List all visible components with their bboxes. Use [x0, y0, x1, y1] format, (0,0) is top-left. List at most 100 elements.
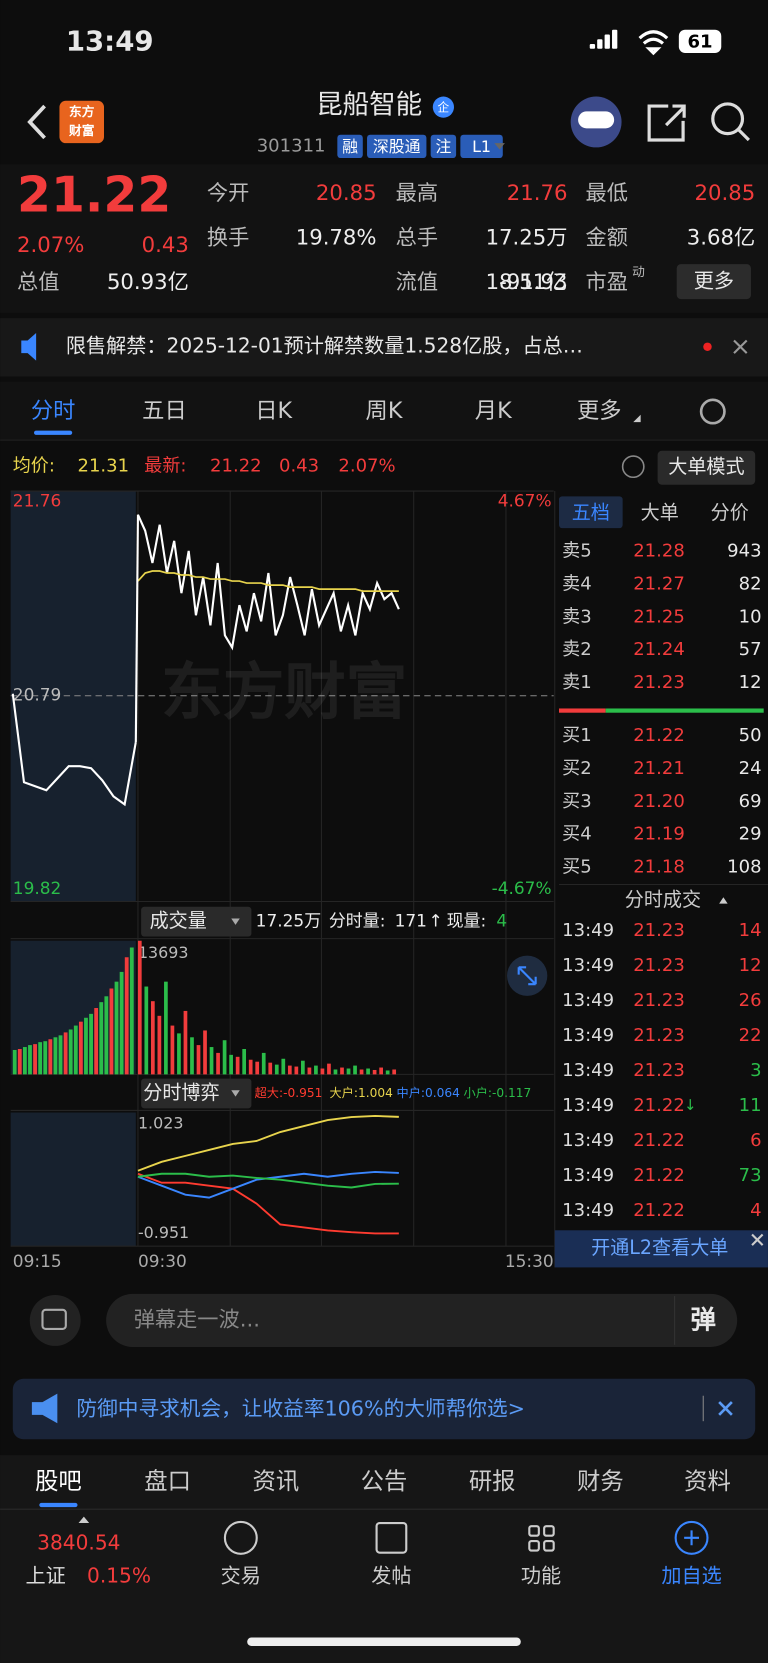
danmaku-placeholder[interactable]: 弹幕走一波... — [134, 1307, 260, 1332]
content-tab[interactable]: 盘口 — [144, 1467, 191, 1495]
book-price: 21.22 — [633, 725, 685, 746]
book-volume: 29 — [739, 824, 762, 845]
signal-bar — [589, 44, 596, 49]
content-tab[interactable]: 研报 — [469, 1467, 516, 1495]
volume-bar — [150, 1001, 155, 1075]
index-arrow — [78, 1516, 90, 1524]
legend-entry: 中户:0.064 — [397, 1085, 461, 1100]
stat-label: 今开 — [207, 181, 249, 206]
indicator-name[interactable]: 成交量 — [150, 909, 207, 932]
search-button[interactable] — [711, 102, 745, 136]
trade-volume: 73 — [739, 1165, 762, 1186]
search-handle — [737, 128, 750, 142]
content-tab[interactable]: 资讯 — [252, 1467, 299, 1495]
settings-button[interactable] — [699, 398, 726, 425]
notice-dot — [703, 342, 712, 352]
book-volume: 943 — [727, 541, 761, 562]
danmaku-settings[interactable] — [29, 1294, 81, 1346]
volume-bar — [89, 1013, 93, 1075]
nav-item[interactable]: 加自选 — [661, 1564, 721, 1588]
book-tab[interactable]: 分价 — [711, 501, 749, 524]
volume-info: 17.25万 — [256, 911, 322, 931]
change-pct: 2.07% — [17, 233, 84, 258]
volume-bar — [38, 1042, 43, 1075]
home-indicator — [247, 1637, 521, 1647]
stat-value: 21.76 — [507, 181, 568, 206]
volume-bar — [222, 1040, 227, 1075]
y-axis-label: -0.951 — [138, 1223, 189, 1242]
avatar-visor — [578, 111, 615, 129]
stat-value: 20.85 — [316, 181, 377, 206]
content-tab[interactable]: 公告 — [361, 1467, 408, 1495]
volume-bar — [274, 1064, 279, 1075]
volume-bar — [320, 1068, 325, 1075]
volume-bar — [190, 1037, 194, 1075]
mode-button-text[interactable]: 大单模式 — [668, 455, 744, 478]
close-l2 — [751, 1233, 764, 1246]
book-tab[interactable]: 五档 — [572, 501, 610, 524]
book-label: 卖5 — [562, 541, 591, 562]
content-tab[interactable]: 股吧 — [35, 1467, 82, 1495]
volume-bar — [33, 1044, 37, 1075]
dropdown-arrow — [231, 1090, 240, 1097]
volume-bar — [99, 1002, 104, 1075]
volume-bar — [235, 1056, 240, 1075]
last-price: 21.22 — [17, 166, 171, 223]
indicator-name[interactable]: 分时博弈 — [143, 1081, 219, 1104]
trade-volume: 22 — [739, 1025, 762, 1046]
volume-bar — [301, 1060, 305, 1075]
more-button-text[interactable]: 更多 — [694, 269, 734, 293]
stock-name: 昆船智能 — [316, 90, 422, 121]
volume-bar — [68, 1029, 73, 1075]
book-price: 21.27 — [633, 573, 685, 594]
trade-time: 13:49 — [562, 1165, 614, 1186]
volume-info: 171 — [395, 911, 427, 931]
stat-label: 金额 — [586, 226, 628, 251]
content-tab[interactable]: 资料 — [684, 1467, 731, 1495]
stat-label: 市盈 — [586, 270, 628, 295]
tag — [367, 134, 427, 159]
x-axis-label: 09:30 — [138, 1251, 187, 1271]
danmaku-input — [106, 1293, 738, 1347]
book-tab[interactable]: 大单 — [641, 501, 679, 524]
help-icon — [621, 455, 645, 479]
feature-icon — [528, 1539, 540, 1552]
trade-time: 13:49 — [562, 1060, 614, 1081]
content-tab[interactable]: 财务 — [577, 1467, 624, 1495]
l2-banner-text[interactable]: 开通L2查看大单 — [591, 1236, 728, 1259]
chart-tab[interactable]: 周K — [366, 398, 404, 424]
chart-tab[interactable]: 五日 — [142, 398, 187, 424]
volume-bar — [261, 1052, 266, 1075]
clock: 13:49 — [66, 24, 154, 57]
book-label: 买5 — [562, 857, 591, 878]
back-button[interactable] — [27, 104, 46, 140]
logo-text: 东方 — [69, 104, 95, 119]
nav-item[interactable]: 交易 — [221, 1564, 261, 1588]
ad-banner — [12, 1378, 756, 1440]
volume-bar — [84, 1017, 88, 1075]
trade-arrow: ↓ — [684, 1097, 696, 1114]
feature-icon — [528, 1525, 540, 1537]
ad-text[interactable]: 防御中寻求机会，让收益率106%的大师帮你选> — [76, 1397, 525, 1421]
add-watch-icon — [674, 1520, 709, 1555]
volume-bar — [124, 957, 129, 1075]
chart-tab[interactable]: 月K — [475, 398, 513, 424]
flow-line — [137, 1172, 399, 1189]
ad-icon — [31, 1393, 58, 1424]
trade-time: 13:49 — [562, 990, 614, 1011]
share-button[interactable] — [647, 104, 686, 142]
trade-price: 21.23 — [633, 1060, 685, 1081]
volume-bar — [359, 1069, 364, 1075]
summary-text: 21.31 — [77, 456, 129, 477]
book-price: 21.23 — [633, 672, 685, 693]
nav-item[interactable]: 发帖 — [371, 1564, 411, 1588]
chart-tab[interactable]: 日K — [255, 398, 293, 424]
danmaku-send[interactable]: 弹 — [691, 1305, 716, 1335]
nav-item[interactable]: 功能 — [521, 1564, 561, 1588]
volume-bar — [109, 988, 114, 1075]
chart-tab[interactable]: 分时 — [31, 398, 76, 424]
book-volume: 50 — [739, 725, 762, 746]
y-axis-label: 13693 — [138, 943, 189, 962]
book-price: 21.20 — [633, 791, 685, 812]
chart-tab[interactable]: 更多 — [577, 398, 622, 424]
